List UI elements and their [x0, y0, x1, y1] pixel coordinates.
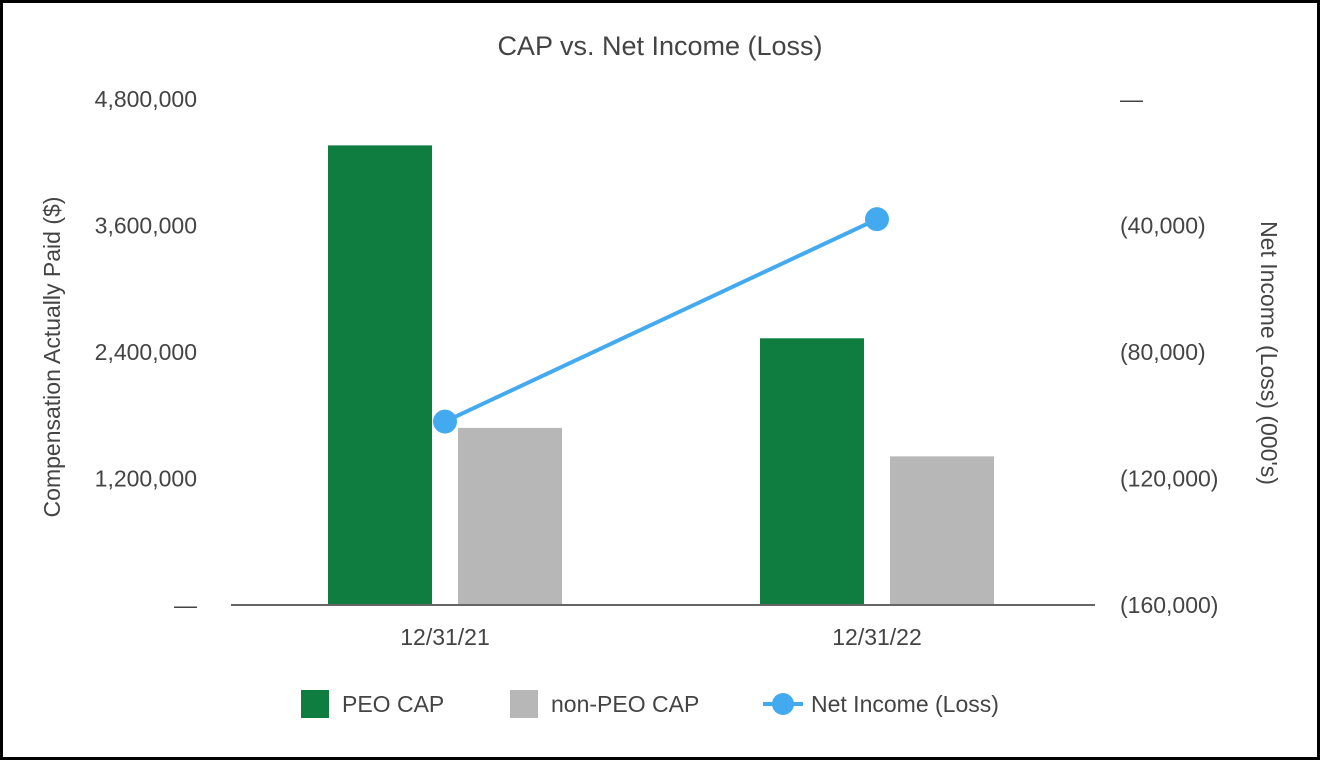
net-income-point-0: [433, 409, 457, 434]
x-tick-label: 12/31/21: [400, 624, 490, 650]
legend-label-peo-cap: PEO CAP: [342, 691, 444, 717]
y2-tick-label: (40,000): [1120, 213, 1206, 239]
y-tick-label: 1,200,000: [95, 466, 197, 492]
line-series: [433, 207, 889, 434]
bar-non-peo-cap-1: [890, 456, 994, 605]
legend-marker-net-income: [772, 693, 794, 715]
y2-tick-label: (120,000): [1120, 466, 1218, 492]
x-axis-ticks: 12/31/21 12/31/22: [400, 624, 922, 650]
legend: PEO CAP non-PEO CAP Net Income (Loss): [301, 690, 999, 718]
y2-axis-ticks: (160,000) (120,000) (80,000) (40,000) —: [1120, 86, 1218, 618]
legend-swatch-non-peo-cap: [510, 690, 538, 718]
chart: CAP vs. Net Income (Loss) Compensation A…: [39, 31, 1282, 718]
legend-label-net-income: Net Income (Loss): [811, 691, 999, 717]
chart-title: CAP vs. Net Income (Loss): [497, 31, 822, 61]
y-tick-label: 4,800,000: [95, 86, 197, 112]
bar-peo-cap-0: [328, 145, 432, 605]
net-income-point-1: [865, 207, 889, 232]
y2-axis-label: Net Income (Loss) (000's): [1256, 221, 1282, 485]
legend-label-non-peo-cap: non-PEO CAP: [551, 691, 699, 717]
bar-non-peo-cap-0: [458, 427, 562, 605]
y2-tick-label: —: [1120, 86, 1143, 112]
y-tick-label: 2,400,000: [95, 339, 197, 365]
y-tick-label: 3,600,000: [95, 213, 197, 239]
bar-group: [328, 145, 994, 605]
y2-tick-label: (160,000): [1120, 592, 1218, 618]
x-tick-label: 12/31/22: [832, 624, 922, 650]
y-axis-label: Compensation Actually Paid ($): [39, 197, 65, 518]
y-axis-ticks: — 1,200,000 2,400,000 3,600,000 4,800,000: [95, 86, 197, 618]
y-tick-label: —: [174, 592, 197, 618]
bar-peo-cap-1: [760, 338, 864, 605]
y2-tick-label: (80,000): [1120, 339, 1206, 365]
legend-swatch-peo-cap: [301, 690, 329, 718]
net-income-line: [444, 217, 878, 424]
